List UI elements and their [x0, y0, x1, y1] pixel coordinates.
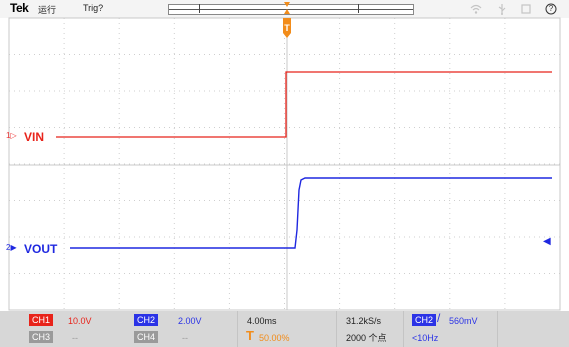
trigger-level[interactable]: 560mV [449, 316, 478, 326]
waveform-display[interactable]: T [0, 0, 569, 311]
trigger-status: Trig? [83, 3, 104, 13]
trigger-point-marker: T [283, 18, 291, 38]
ch1-label: VIN [24, 130, 45, 144]
rising-edge-icon: / [437, 311, 441, 325]
sample-rate: 31.2kS/s [346, 316, 382, 326]
ch3-badge[interactable]: CH3 [29, 331, 54, 343]
divider [403, 311, 404, 347]
usb-icon[interactable] [496, 3, 508, 15]
divider [497, 311, 498, 347]
trigger-frequency: <10Hz [412, 333, 439, 343]
trigger-position-icon: T [246, 328, 254, 343]
trigger-position[interactable]: 50.00% [259, 333, 290, 343]
timebase[interactable]: 4.00ms [247, 316, 277, 326]
ch2-badge[interactable]: CH2 [134, 314, 159, 326]
divider [237, 311, 238, 347]
help-icon-glyph: ? [548, 4, 554, 13]
ch2-ground-marker[interactable]: 2▶ [6, 243, 17, 252]
divider [336, 311, 337, 347]
ch2-label: VOUT [24, 242, 58, 256]
trigger-level-arrow-icon[interactable]: ◀ [543, 236, 551, 247]
graticule-grid [9, 18, 560, 310]
ch3-value: -- [72, 333, 78, 343]
help-icon[interactable]: ? [545, 3, 557, 15]
record-view-window[interactable] [199, 4, 359, 13]
run-status[interactable]: 运行 [38, 5, 57, 15]
record-view-bar[interactable] [168, 4, 414, 15]
ch2-trace [70, 177, 552, 249]
trigger-position-marker[interactable] [284, 2, 290, 14]
ch1-scale[interactable]: 10.0V [68, 316, 92, 326]
bottom-status-bar: CH1 10.0V CH2 2.00V CH3 -- CH4 -- 4.00ms… [0, 311, 569, 347]
ch2-scale[interactable]: 2.00V [178, 316, 202, 326]
record-length: 2000 个点 [346, 333, 387, 343]
trigger-source-badge[interactable]: CH2 [412, 314, 437, 326]
tek-logo: Tek [10, 1, 29, 15]
ch1-ground-marker[interactable]: 1▷ [6, 131, 17, 140]
ch1-badge[interactable]: CH1 [29, 314, 54, 326]
top-status-bar: Tek 运行 Trig? ? [0, 0, 569, 18]
screen-icon[interactable] [520, 3, 532, 15]
ch4-value: -- [182, 333, 188, 343]
wifi-icon[interactable] [470, 3, 482, 15]
ch4-badge[interactable]: CH4 [134, 331, 159, 343]
ch1-trace [56, 71, 552, 138]
trigger-point-letter: T [284, 23, 290, 33]
record-line [169, 9, 413, 10]
